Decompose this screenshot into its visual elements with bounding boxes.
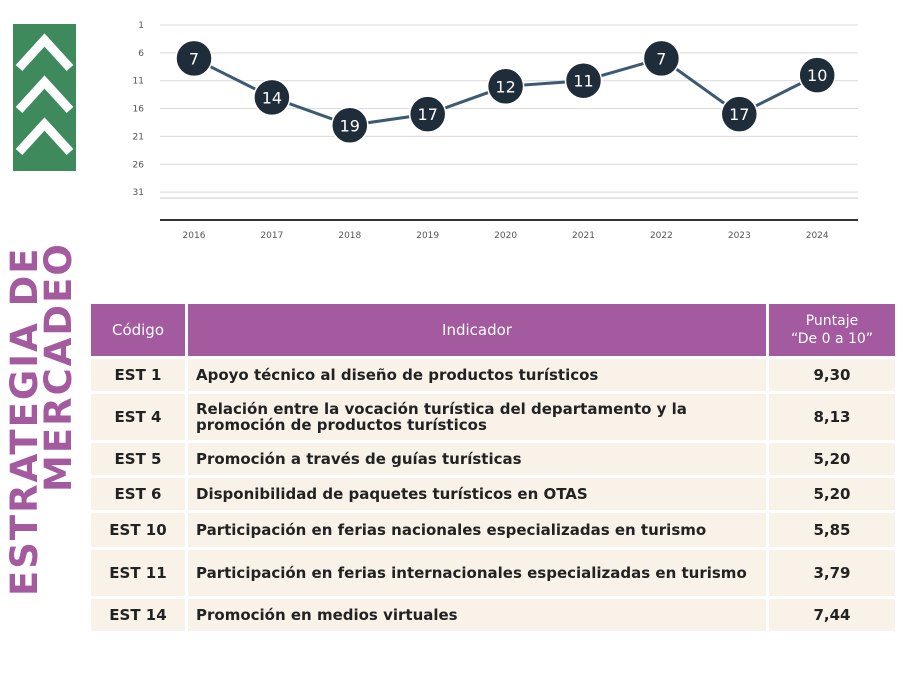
data-point	[331, 106, 369, 145]
x-tick-label: 2022	[650, 231, 673, 241]
data-label: 17	[418, 105, 438, 124]
header-code: Código	[91, 304, 188, 356]
table-row: EST 4 Relación entre la vocación turísti…	[91, 394, 895, 440]
row-score: 3,79	[769, 550, 895, 596]
row-indicator: Disponibilidad de paquetes turísticos en…	[188, 478, 769, 510]
indicators-table: Código Indicador Puntaje “De 0 a 10” EST…	[91, 301, 895, 634]
data-label: 7	[656, 49, 666, 68]
row-code: EST 14	[91, 599, 188, 631]
row-indicator: Apoyo técnico al diseño de productos tur…	[188, 359, 769, 391]
x-tick-label: 2018	[338, 231, 361, 241]
table-row: EST 10 Participación en ferias nacionale…	[91, 513, 895, 547]
x-tick-label: 2023	[728, 231, 751, 241]
row-score: 5,20	[769, 443, 895, 475]
chevron-logo-icon	[13, 24, 76, 171]
table-row: EST 6 Disponibilidad de paquetes turísti…	[91, 478, 895, 510]
data-label: 17	[729, 105, 749, 124]
x-tick-label: 2021	[572, 231, 595, 241]
header-indicator: Indicador	[188, 304, 769, 356]
data-label: 19	[340, 116, 360, 135]
row-score: 7,44	[769, 599, 895, 631]
row-code: EST 10	[91, 513, 188, 547]
table-row: EST 11 Participación en ferias internaci…	[91, 550, 895, 596]
x-tick-label: 2019	[416, 231, 439, 241]
row-indicator: Promoción a través de guías turísticas	[188, 443, 769, 475]
x-tick-label: 2020	[494, 231, 517, 241]
table-header-row: Código Indicador Puntaje “De 0 a 10”	[91, 304, 895, 356]
table-row: EST 5 Promoción a través de guías turíst…	[91, 443, 895, 475]
data-point	[798, 56, 836, 94]
y-tick-label: 16	[133, 105, 145, 115]
data-label: 14	[262, 88, 282, 107]
data-label: 10	[807, 66, 827, 85]
data-point	[175, 39, 213, 78]
x-tick-label: 2016	[183, 231, 206, 241]
row-indicator: Relación entre la vocación turística del…	[188, 394, 769, 440]
row-score: 9,30	[769, 359, 895, 391]
y-tick-label: 11	[133, 77, 144, 87]
header-score-line-2: “De 0 a 10”	[790, 331, 874, 347]
data-point	[642, 39, 681, 78]
row-indicator: Participación en ferias internacionales …	[188, 550, 769, 596]
x-tick-label: 2017	[260, 231, 283, 241]
data-point	[564, 61, 603, 100]
data-point	[486, 67, 525, 106]
row-code: EST 5	[91, 443, 188, 475]
section-title: ESTRATEGIA DE MERCADEO	[3, 242, 80, 596]
row-score: 5,20	[769, 478, 895, 510]
header-score-line-1: Puntaje	[805, 313, 859, 329]
y-tick-label: 31	[133, 188, 144, 198]
row-indicator: Participación en ferias nacionales espec…	[188, 513, 769, 547]
y-tick-label: 6	[138, 49, 144, 59]
data-label: 11	[573, 72, 593, 91]
row-indicator: Promoción en medios virtuales	[188, 599, 769, 631]
y-tick-label: 21	[133, 132, 144, 142]
table-row: EST 1 Apoyo técnico al diseño de product…	[91, 359, 895, 391]
y-tick-label: 1	[138, 21, 144, 31]
y-tick-label: 26	[133, 160, 145, 170]
table-row: EST 14 Promoción en medios virtuales 7,4…	[91, 599, 895, 631]
data-point	[408, 95, 447, 133]
row-code: EST 6	[91, 478, 188, 510]
row-code: EST 1	[91, 359, 188, 391]
data-label: 7	[189, 49, 199, 68]
x-tick-label: 2024	[806, 231, 829, 241]
header-score: Puntaje “De 0 a 10”	[769, 304, 895, 356]
data-label: 12	[495, 77, 515, 96]
data-point	[720, 95, 759, 133]
row-score: 8,13	[769, 394, 895, 440]
row-code: EST 4	[91, 394, 188, 440]
section-title-line-2: MERCADEO	[37, 242, 80, 492]
row-score: 5,85	[769, 513, 895, 547]
data-point	[253, 78, 291, 117]
row-code: EST 11	[91, 550, 188, 596]
